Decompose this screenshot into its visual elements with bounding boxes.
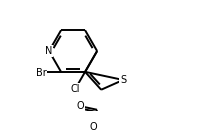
Text: Cl: Cl [70,84,80,94]
Text: O: O [89,122,97,131]
Text: N: N [45,46,53,56]
Text: Br: Br [36,68,47,78]
Text: S: S [119,75,126,85]
Text: O: O [76,101,83,111]
